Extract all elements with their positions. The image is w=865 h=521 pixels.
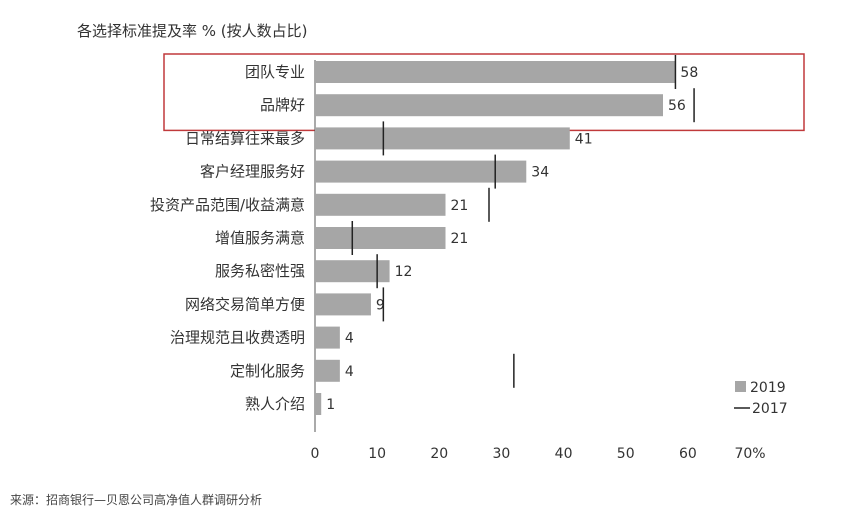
data-label: 9	[376, 297, 385, 313]
data-label: 21	[451, 231, 469, 247]
x-tick-label: 70%	[734, 446, 765, 462]
category-label: 熟人介绍	[245, 395, 305, 413]
category-label: 增值服务满意	[215, 229, 305, 247]
bar-2019	[315, 227, 446, 249]
x-tick-label: 60	[679, 446, 697, 462]
data-label: 4	[345, 331, 354, 347]
data-label: 56	[668, 98, 686, 114]
data-label: 41	[575, 131, 593, 147]
x-tick-label: 10	[368, 446, 386, 462]
bar-2019	[315, 393, 322, 415]
category-label: 定制化服务	[230, 362, 305, 380]
bar-2019	[315, 193, 446, 216]
x-tick-label: 40	[555, 446, 573, 462]
x-tick-label: 30	[493, 446, 511, 462]
category-label: 团队专业	[245, 63, 305, 81]
source-note: 来源：招商银行—贝恩公司高净值人群调研分析	[10, 493, 263, 507]
bar-2019	[315, 61, 676, 83]
data-label: 21	[451, 198, 469, 214]
category-label: 治理规范且收费透明	[170, 329, 305, 347]
chart-title: 各选择标准提及率 % (按人数占比)	[77, 22, 308, 40]
bar-2019	[315, 326, 340, 349]
category-label: 投资产品范围/收益满意	[150, 196, 305, 214]
data-label: 12	[395, 264, 413, 280]
x-tick-label: 50	[617, 446, 635, 462]
bar-2019	[315, 127, 570, 150]
category-label: 服务私密性强	[215, 262, 305, 280]
data-label: 34	[531, 165, 549, 181]
x-tick-label: 20	[430, 446, 448, 462]
legend-label-2017: 2017	[752, 401, 788, 417]
bar-2019	[315, 359, 340, 382]
legend-swatch-2019	[735, 381, 746, 392]
bar-2019	[315, 293, 371, 316]
data-label: 4	[345, 364, 354, 380]
legend-label-2019: 2019	[750, 380, 786, 396]
category-label: 客户经理服务好	[200, 163, 305, 181]
category-label: 网络交易简单方便	[185, 295, 305, 313]
data-label: 58	[680, 65, 698, 81]
bar-2019	[315, 94, 663, 117]
bar-2019	[315, 260, 390, 283]
data-label: 1	[326, 397, 335, 413]
category-label: 品牌好	[260, 96, 305, 114]
category-label: 日常结算往来最多	[185, 129, 305, 147]
x-tick-label: 0	[311, 446, 320, 462]
bar-2019	[315, 160, 527, 183]
